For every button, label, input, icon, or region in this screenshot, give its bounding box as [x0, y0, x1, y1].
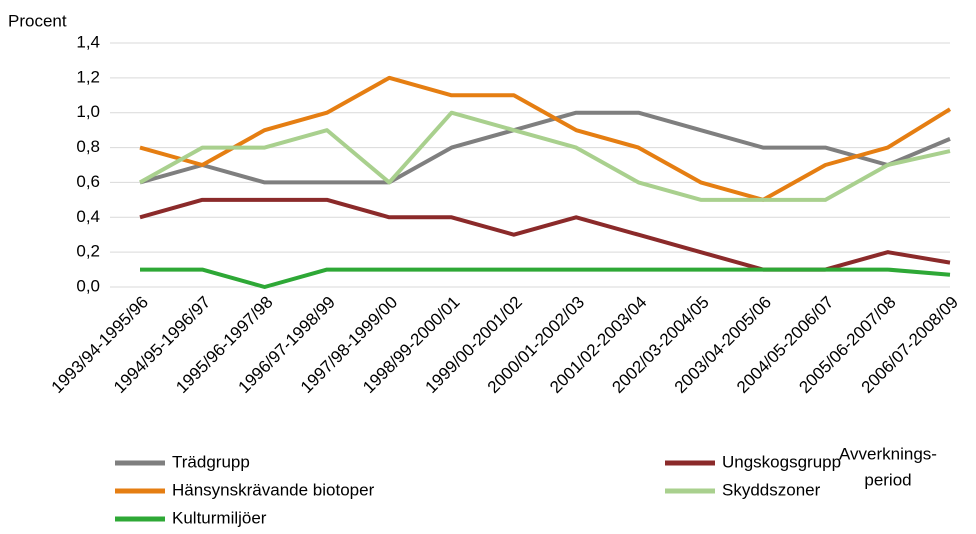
y-tick-label: 0,0 — [76, 276, 100, 295]
y-tick-label: 0,6 — [76, 172, 100, 191]
series-line — [140, 267, 951, 289]
y-tick-label: 0,2 — [76, 242, 100, 261]
y-axis-label: Procent — [8, 11, 67, 30]
y-tick-label: 1,0 — [76, 102, 100, 121]
legend-label: Ungskogsgrupp — [722, 452, 841, 471]
legend-label: Skyddszoner — [722, 480, 821, 499]
legend-label: Hänsynskrävande biotoper — [172, 480, 375, 499]
y-tick-label: 1,2 — [76, 67, 100, 86]
y-tick-label: 0,4 — [76, 207, 100, 226]
legend-label: Trädgrupp — [172, 452, 250, 471]
series-line — [139, 75, 952, 202]
y-tick-label: 0,8 — [76, 137, 100, 156]
series-line — [139, 197, 951, 272]
y-tick-label: 1,4 — [76, 32, 100, 51]
x-axis-label: period — [864, 470, 911, 489]
legend-label: Kulturmiljöer — [172, 508, 267, 527]
x-axis-label: Avverknings- — [839, 444, 937, 463]
series-line — [139, 110, 951, 202]
series-line — [139, 110, 951, 185]
